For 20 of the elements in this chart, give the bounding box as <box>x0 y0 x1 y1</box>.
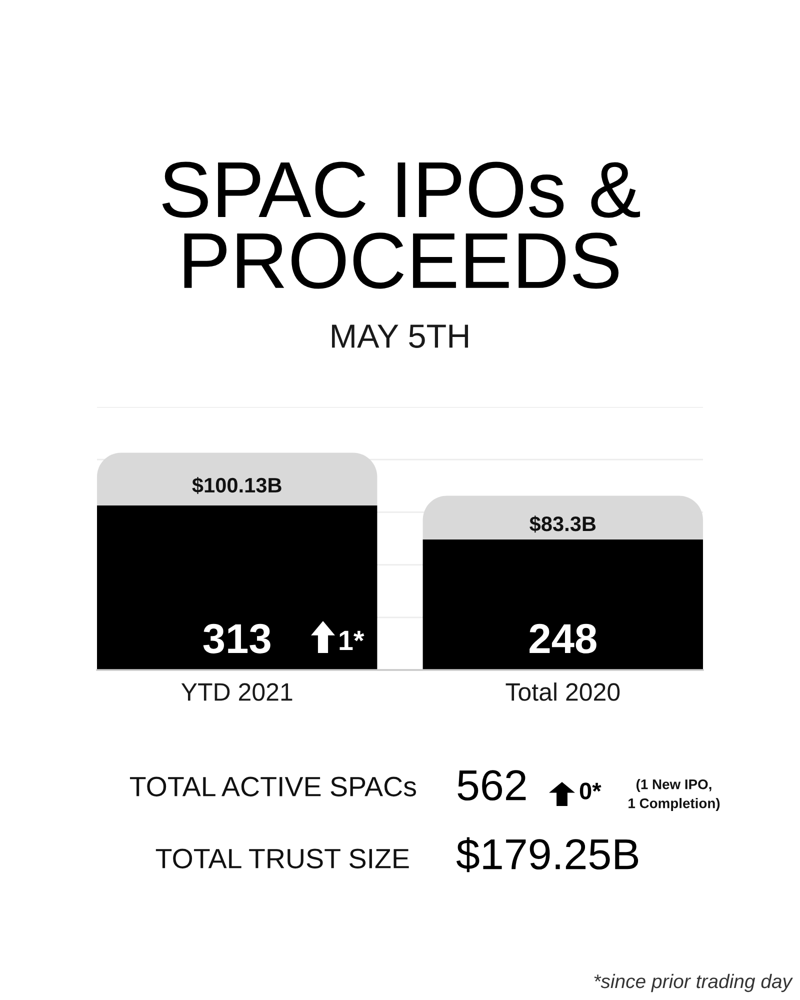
text: (1 New IPO, 1 Completion) <box>628 779 720 811</box>
annotation: 1* <box>340 630 364 650</box>
chart-subtitle: MAY 5TH <box>332 324 468 348</box>
bar <box>422 496 703 540</box>
x-tick-label: Total 2020 <box>506 682 620 701</box>
text: 562 <box>458 770 526 801</box>
data-label: 313 <box>203 624 270 654</box>
x-tick-label: YTD 2021 <box>181 683 292 701</box>
data-label: $100.13B <box>192 476 282 494</box>
bar <box>97 505 378 670</box>
bar <box>422 540 703 670</box>
text: *since prior trading day <box>594 974 793 992</box>
text: 0* <box>580 782 602 800</box>
bar <box>97 452 378 506</box>
text: TOTAL TRUST SIZE <box>156 848 409 868</box>
chart-title: SPAC IPOs & PROCEEDS <box>162 162 640 289</box>
data-label: $83.3B <box>530 516 596 533</box>
text: $179.25B <box>456 837 638 872</box>
text: TOTAL ACTIVE SPACs <box>130 776 416 796</box>
data-label: 248 <box>530 624 596 654</box>
